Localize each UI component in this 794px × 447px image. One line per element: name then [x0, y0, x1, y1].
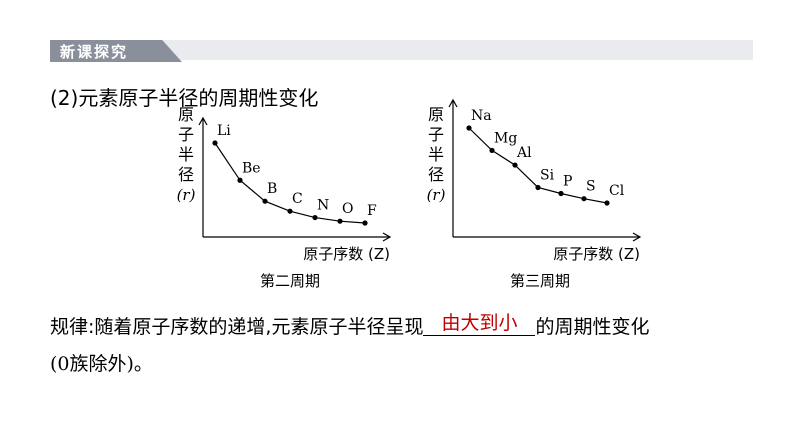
chart-2-caption: 第三周期 [510, 272, 570, 290]
chart-1-ylabel-char: 子 [178, 125, 194, 144]
chart-2-ylabel-char: 径 [428, 165, 444, 184]
chart-1-xlabel: 原子序数 (Z) [303, 245, 390, 263]
chart-1-label-be: Be [242, 160, 261, 176]
chart-2-x-arrow [632, 232, 642, 242]
chart-2-label-cl: Cl [609, 183, 625, 199]
chart-1-caption: 第二周期 [260, 272, 320, 290]
chart-1-point-n [312, 214, 318, 221]
chart-2-label-na: Na [471, 108, 492, 124]
chart-1-label-o: O [342, 201, 353, 217]
chart-1-label-li: Li [217, 123, 231, 139]
rule-answer: 由大到小 [441, 312, 518, 334]
chart-2-point-na [466, 125, 472, 131]
chart-1-ylabel-char: 径 [178, 165, 194, 184]
chart-1-point-li [212, 140, 218, 146]
chart-2-y-arrow [448, 98, 458, 108]
chart-1-point-o [337, 218, 343, 224]
chart-2-ylabel-variable: (r) [427, 186, 446, 204]
chart-2-point-p [558, 190, 564, 197]
rule-sentence: 规律:随着原子序数的递增,元素原子半径呈现 由大到小 的周期性变化 [50, 312, 649, 340]
chart-1-x-arrow [382, 232, 392, 242]
chart-1-label-c: C [292, 191, 303, 207]
chart-2-point-mg [489, 147, 495, 154]
rule-suffix: 的周期性变化 [535, 316, 650, 338]
chart-2-ylabel-char: 原 [428, 105, 444, 124]
chart-1-point-be [237, 177, 243, 183]
chart-1-ylabel-char: 原 [178, 105, 194, 124]
chart-2-ylabel-char: 半 [428, 145, 444, 164]
chart-2-label-si: Si [540, 167, 555, 183]
rule-prefix: 规律:随着原子序数的递增,元素原子半径呈现 [50, 316, 424, 338]
rule-note: (0族除外)。 [50, 353, 153, 375]
chart-2-point-s [581, 196, 587, 202]
chart-2-label-mg: Mg [494, 130, 517, 146]
answer-blank: 由大到小 [423, 308, 536, 336]
chart-2-ylabel-char: 子 [428, 125, 444, 144]
chart-1-point-b [262, 198, 268, 204]
chart-2-point-al [512, 162, 518, 168]
chart-2-point-si [535, 184, 541, 191]
chart-2-label-al: Al [516, 145, 532, 161]
section-header-band [50, 40, 753, 60]
section-subtitle: (2)元素原子半径的周期性变化 [50, 86, 319, 110]
chart-1-ylabel-variable: (r) [177, 186, 196, 204]
chart-1-point-c [287, 208, 293, 214]
chart-1-label-n: N [317, 198, 329, 214]
section-tag: 新课探究 [50, 40, 182, 62]
chart-1-y-arrow [198, 116, 208, 126]
chart-2-point-cl [604, 200, 610, 206]
chart-1-point-f [362, 220, 368, 226]
chart-2-label-p: P [563, 174, 572, 190]
chart-1-ylabel-char: 半 [178, 145, 194, 164]
chart-2-xlabel: 原子序数 (Z) [553, 245, 640, 263]
section-tag-label: 新课探究 [60, 43, 129, 61]
chart-1-label-f: F [367, 203, 377, 219]
chart-2-label-s: S [586, 179, 596, 195]
chart-1-label-b: B [267, 181, 277, 197]
